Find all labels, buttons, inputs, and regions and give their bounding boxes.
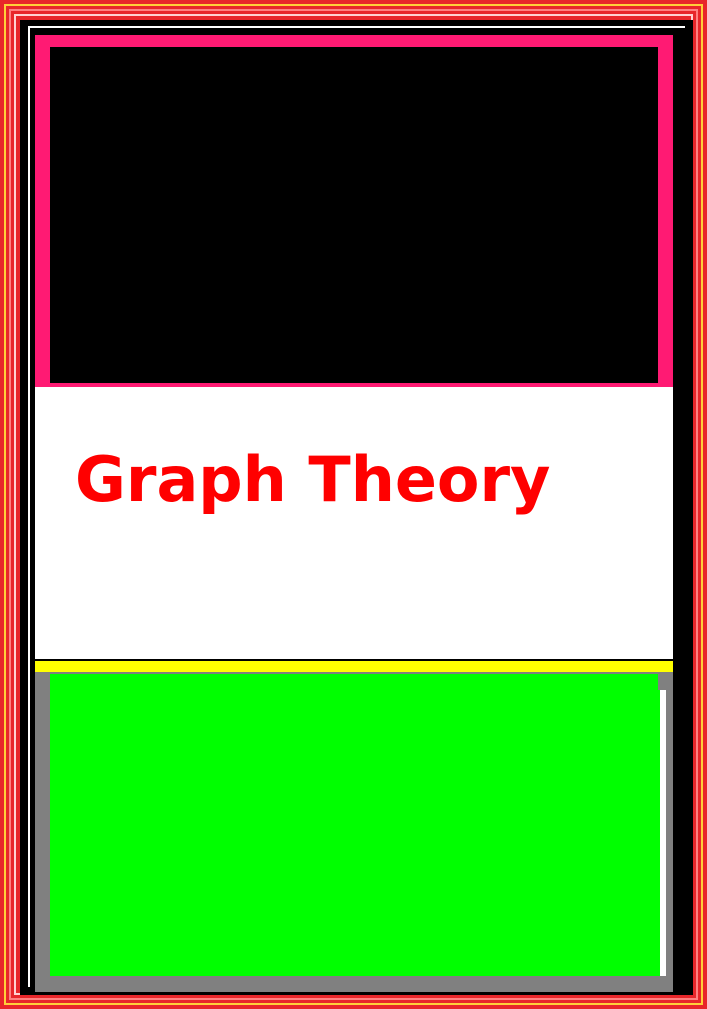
yellow-divider (35, 661, 673, 672)
bottom-panel-edge (658, 690, 666, 976)
title-band (35, 387, 673, 659)
top-black-panel (50, 47, 658, 383)
border-line (4, 4, 703, 1005)
bottom-green-panel (50, 674, 658, 976)
cover-title: Graph Theory (75, 443, 551, 516)
border-line (9, 9, 698, 1000)
